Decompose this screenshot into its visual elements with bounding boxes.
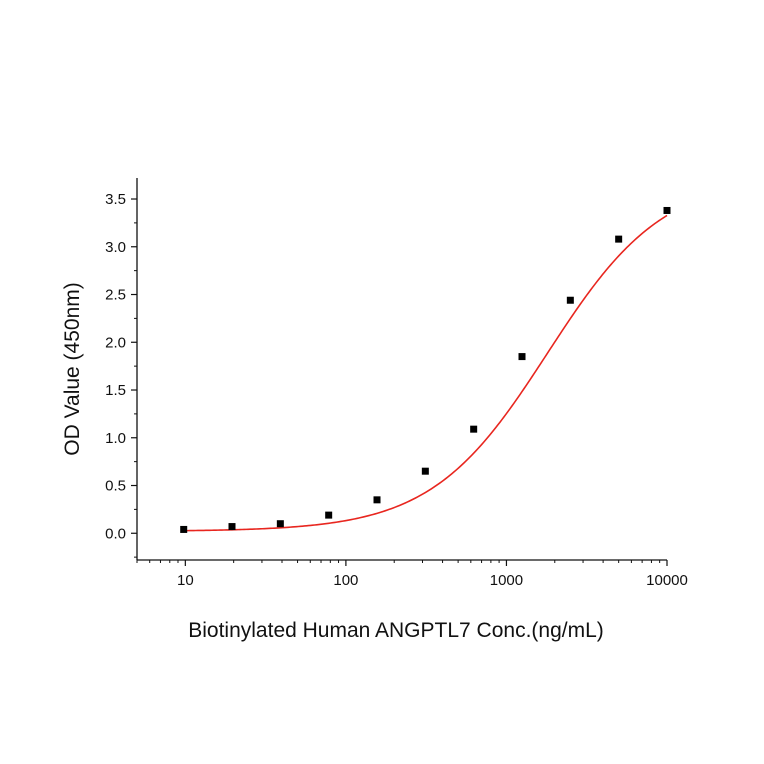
data-point	[276, 520, 284, 528]
y-tick-label: 0.5	[105, 478, 126, 495]
x-axis-title: Biotinylated Human ANGPTL7 Conc.(ng/mL)	[188, 619, 604, 642]
y-tick-label: 0.0	[105, 525, 126, 542]
data-point	[421, 467, 429, 475]
y-tick-label: 3.0	[105, 239, 126, 256]
data-point	[180, 525, 188, 533]
y-tick-label: 2.5	[105, 287, 126, 304]
y-tick-label: 1.0	[105, 430, 126, 447]
x-tick-label: 10000	[646, 572, 688, 589]
x-tick-label: 100	[333, 572, 358, 589]
y-tick-label: 2.0	[105, 334, 126, 351]
data-point	[518, 353, 526, 361]
data-points	[180, 206, 671, 533]
y-tick-label: 3.5	[105, 191, 126, 208]
x-tick-label: 1000	[490, 572, 523, 589]
data-point	[228, 523, 236, 531]
data-point	[663, 206, 671, 214]
data-point	[615, 235, 623, 243]
fit-curve-layer	[183, 214, 668, 532]
axes	[136, 178, 667, 561]
data-point	[566, 296, 574, 304]
data-point	[373, 496, 381, 504]
y-axis-title: OD Value (450nm)	[61, 282, 84, 456]
fit-curve-line	[183, 214, 668, 532]
data-point	[470, 425, 478, 433]
data-point	[325, 511, 333, 519]
y-tick-label: 1.5	[105, 382, 126, 399]
x-tick-label: 10	[177, 572, 194, 589]
ticks: 10 100 1000 10000 0.0 0.5 1.0 1.5 2.0 2.5 3.0 3.5	[105, 191, 688, 589]
